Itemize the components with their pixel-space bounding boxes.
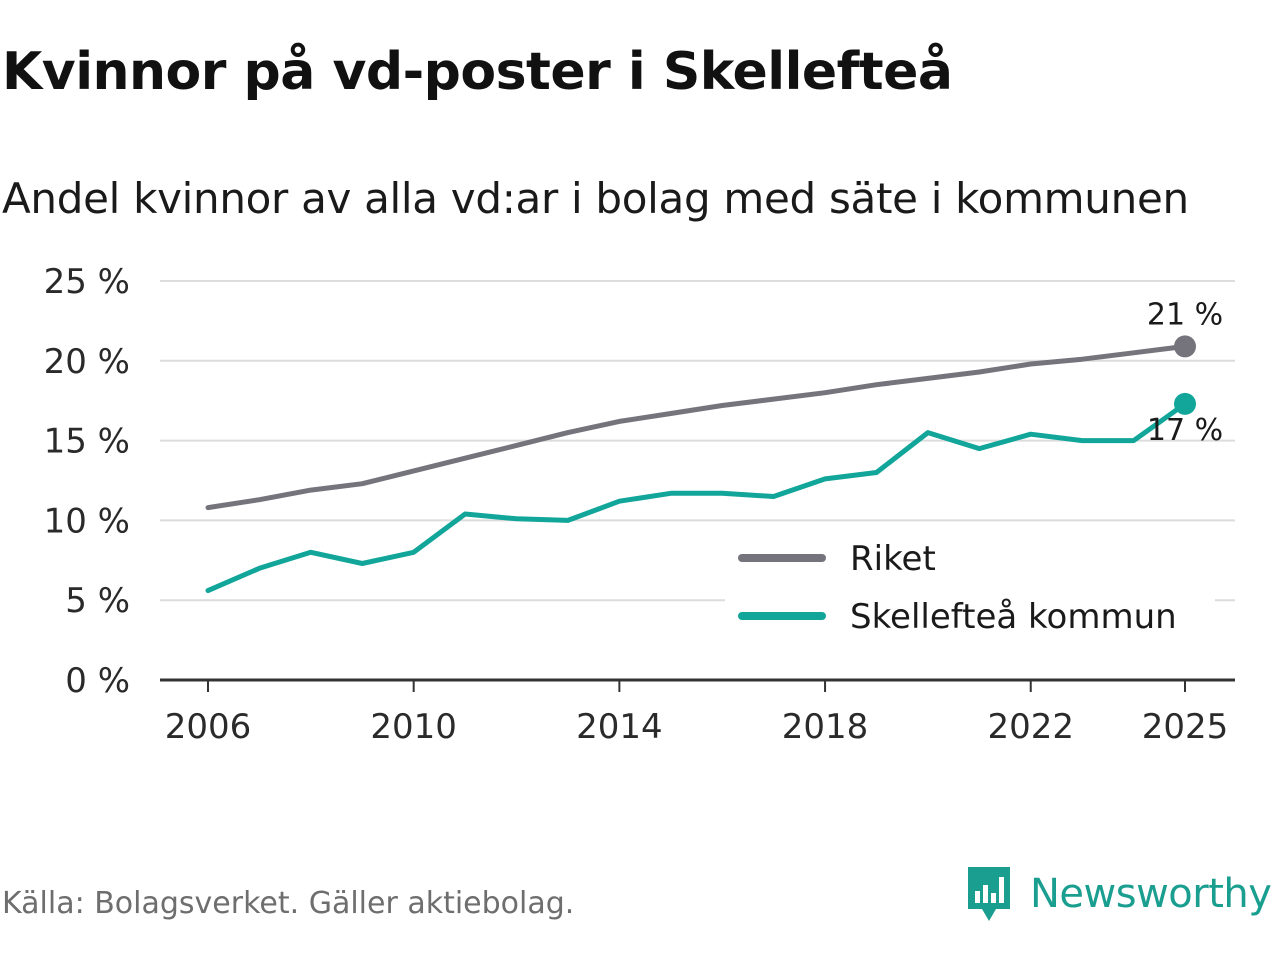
y-tick-label: 25 % [44, 262, 130, 302]
series-line-riket [205, 343, 1188, 511]
chart-subtitle: Andel kvinnor av alla vd:ar i bolag med … [2, 174, 1189, 223]
x-tick-label: 2018 [782, 707, 869, 747]
y-tick-label: 0 % [65, 661, 130, 701]
legend: Riket Skellefteå kommun [725, 530, 1215, 650]
legend-label: Skellefteå kommun [850, 597, 1177, 637]
source-note: Källa: Bolagsverket. Gäller aktiebolag. [2, 886, 575, 921]
series-endpoint-riket [1174, 335, 1196, 358]
end-value-label: 21 % [1147, 297, 1223, 332]
series-line-skelleftea [205, 401, 1188, 594]
legend-background [725, 530, 1215, 650]
y-tick-label: 20 % [44, 342, 130, 382]
brand-logo: Newsworthy [964, 862, 1272, 926]
legend-label: Riket [850, 539, 936, 579]
x-tick-label: 2025 [1142, 707, 1229, 747]
newsworthy-logo-icon [968, 867, 1010, 921]
end-labels: 21 % 17 % [1147, 297, 1223, 447]
chart-title: Kvinnor på vd-poster i Skellefteå [2, 42, 953, 102]
series-lines [205, 335, 1196, 594]
x-tick-label: 2014 [576, 707, 663, 747]
x-tick-label: 2006 [165, 707, 252, 747]
x-axis: 2006 2010 2014 2018 2022 2025 [160, 678, 1235, 747]
y-axis-ticks: 0 % 5 % 10 % 15 % 20 % 25 % [44, 262, 130, 701]
y-tick-label: 10 % [44, 501, 130, 541]
end-value-label: 17 % [1147, 413, 1223, 448]
y-tick-label: 15 % [44, 422, 130, 462]
x-tick-label: 2010 [370, 707, 457, 747]
brand-name: Newsworthy [1030, 871, 1272, 917]
y-tick-label: 5 % [65, 581, 130, 621]
series-endpoint-skelleftea [1174, 392, 1196, 415]
x-tick-label: 2022 [987, 707, 1074, 747]
line-chart: 0 %5 %10 %15 %20 %25 % 2006 2010 2014 2018 2… [44, 262, 1235, 747]
